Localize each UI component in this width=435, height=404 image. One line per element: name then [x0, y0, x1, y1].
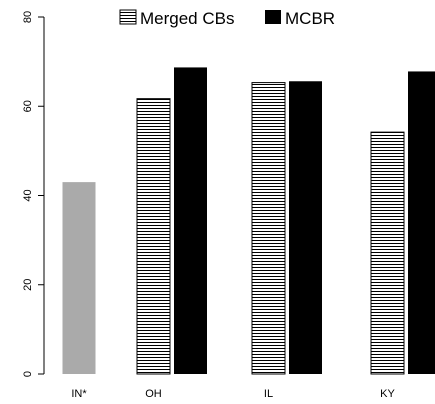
x-tick-label-oh: OH: [145, 388, 162, 400]
y-tick-marks: [38, 16, 44, 375]
legend-swatch-mcbr: [265, 10, 281, 24]
bars: [62, 67, 435, 375]
y-tick-label-20: 20: [22, 279, 34, 291]
legend: Merged CBs MCBR: [119, 9, 335, 28]
y-tick-label-60: 60: [22, 100, 34, 112]
bar-mcbr-oh: [174, 67, 207, 375]
y-tick-label-0: 0: [22, 371, 34, 377]
x-tick-labels: IN* OH IL KY: [71, 388, 395, 400]
legend-label-merged-cbs: Merged CBs: [140, 9, 234, 28]
legend-label-mcbr: MCBR: [285, 9, 335, 28]
y-tick-label-40: 40: [22, 189, 34, 201]
x-tick-label-ky: KY: [380, 388, 395, 400]
bar-merged-cbs-il: [251, 82, 286, 375]
bar-mcbr-ky: [408, 71, 435, 374]
bar-mcbr-il: [289, 81, 322, 374]
bar-merged-cbs-oh: [136, 98, 171, 375]
legend-swatch-merged-cbs: [119, 9, 137, 25]
bar-merged-cbs-in: [62, 182, 96, 374]
x-tick-label-il: IL: [264, 388, 273, 400]
x-tick-label-in: IN*: [71, 388, 87, 400]
bar-merged-cbs-ky: [370, 131, 405, 375]
y-tick-label-80: 80: [22, 11, 34, 23]
y-tick-labels: 0 20 40 60 80: [22, 11, 34, 377]
